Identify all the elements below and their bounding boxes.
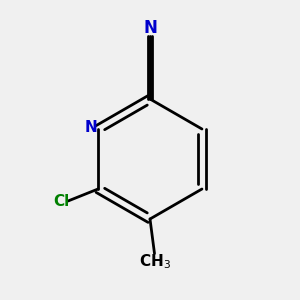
Text: CH$_3$: CH$_3$ xyxy=(139,253,170,271)
Text: N: N xyxy=(85,120,98,135)
Text: Cl: Cl xyxy=(53,194,70,208)
Text: N: N xyxy=(143,19,157,37)
